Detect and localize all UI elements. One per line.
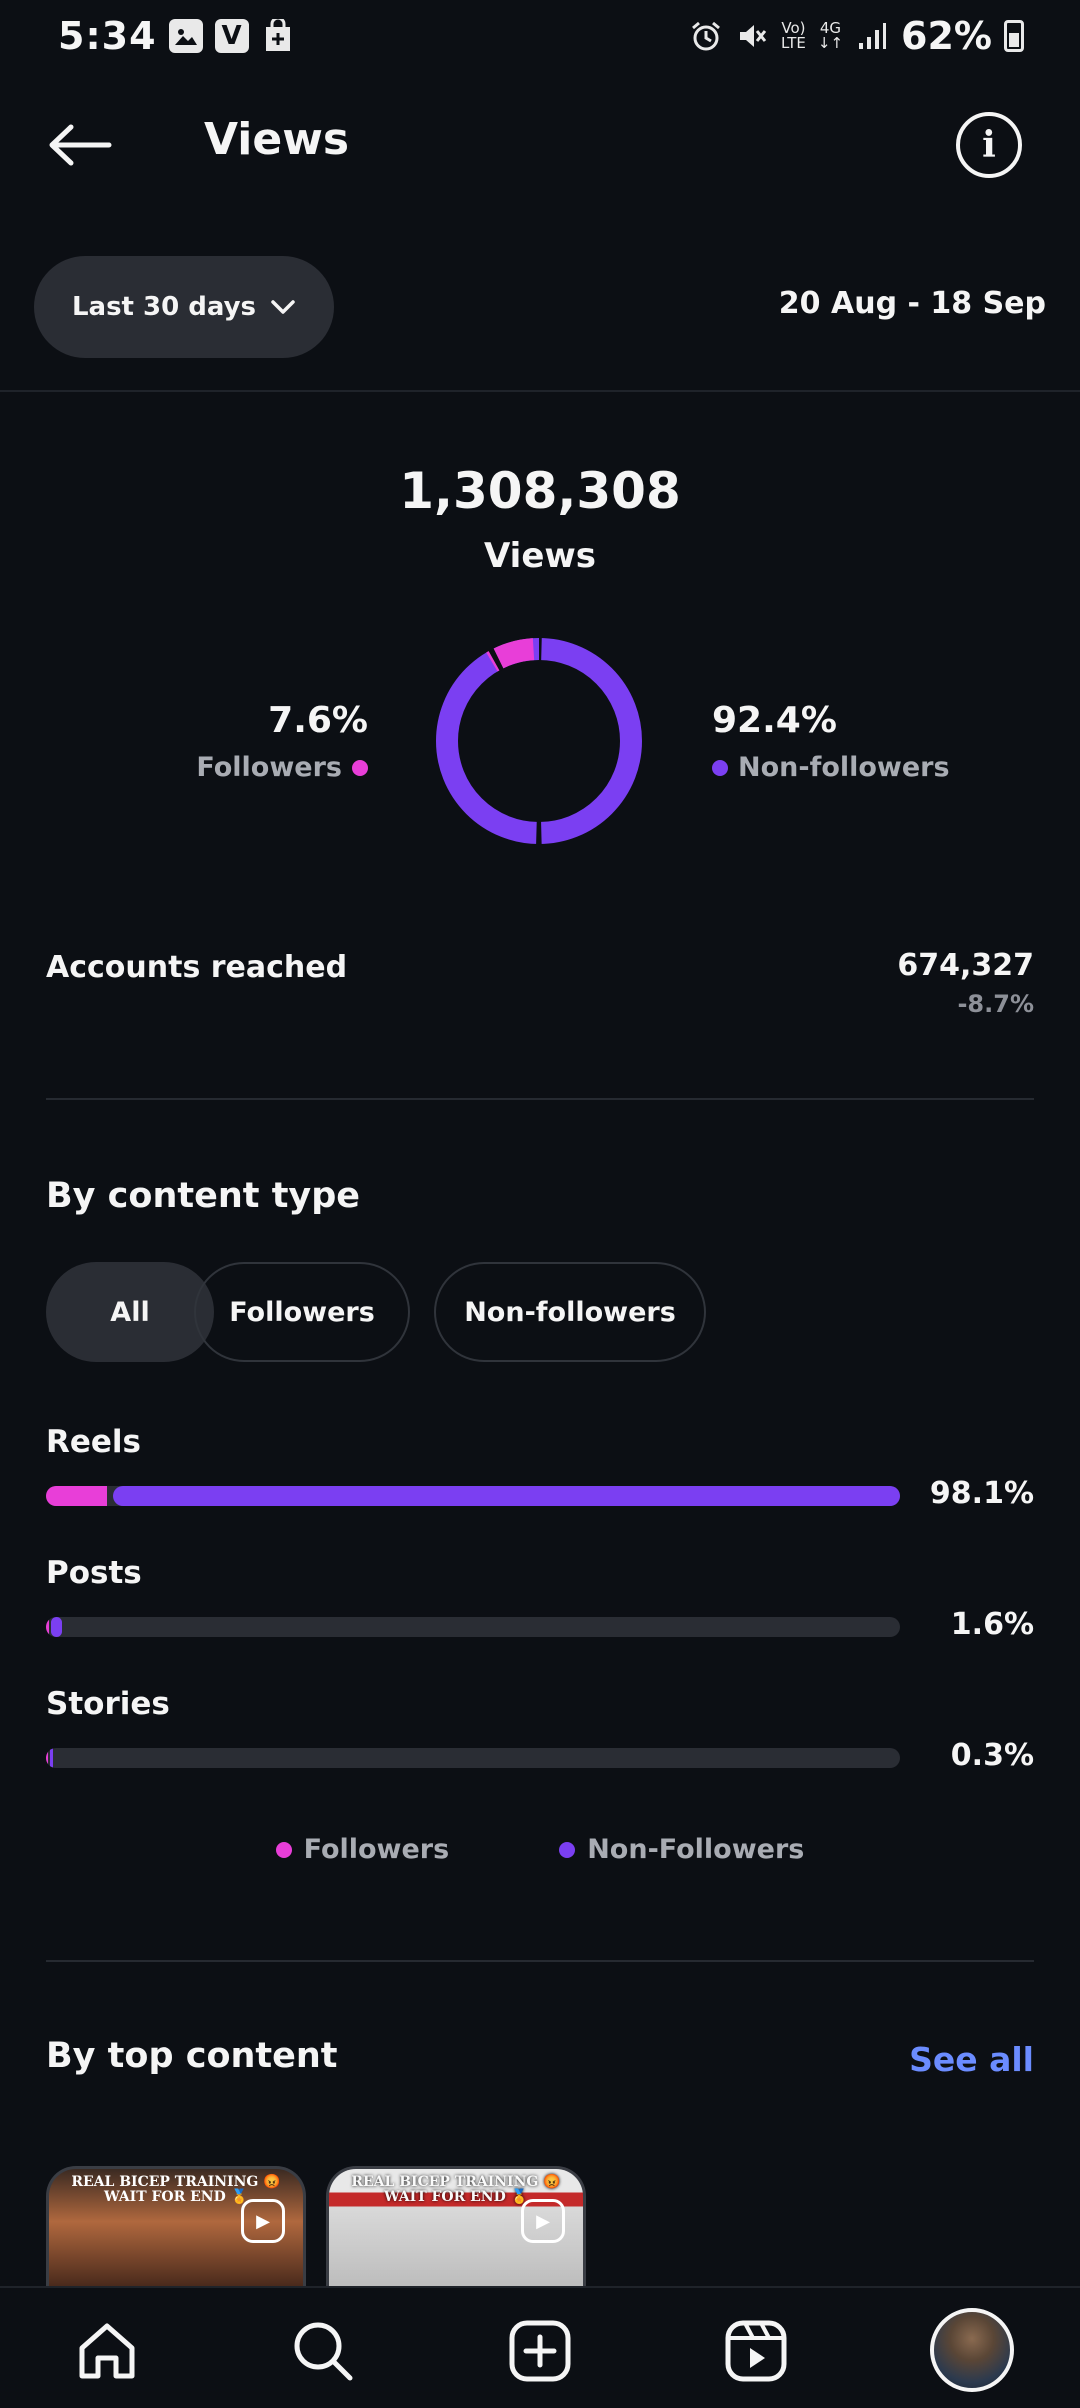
profile-avatar[interactable]	[930, 2308, 1014, 2392]
top-content-thumbnail[interactable]: REAL BICEP TRAINING 😡 WAIT FOR END 🏅 ▶	[326, 2166, 586, 2286]
reels-bar-followers	[46, 1486, 108, 1506]
mute-icon	[735, 19, 769, 53]
thumbnail-caption: REAL BICEP TRAINING 😡 WAIT FOR END 🏅	[71, 2174, 281, 2205]
date-range-dropdown-label: Last 30 days	[71, 292, 257, 322]
total-views-label: Views	[483, 536, 597, 576]
views-donut-chart	[435, 637, 643, 845]
nav-reels[interactable]	[721, 2316, 791, 2386]
chip-followers[interactable]: Followers	[194, 1262, 410, 1362]
bottom-navigation	[0, 2286, 1080, 2408]
battery-percent: 62%	[901, 14, 992, 58]
non-followers-percent: 92.4%	[712, 700, 837, 741]
posts-bar-followers	[46, 1617, 49, 1637]
reel-icon: ▶	[521, 2199, 565, 2243]
search-icon	[294, 2322, 353, 2381]
nav-home[interactable]	[72, 2316, 142, 2386]
volte-indicator: Vo) LTE	[780, 19, 806, 52]
content-type-label-reels: Reels	[46, 1424, 141, 1460]
accounts-reached-label: Accounts reached	[46, 950, 348, 985]
create-icon	[509, 2320, 571, 2382]
network-type-indicator: 4G ↓↑	[817, 19, 844, 52]
top-content-title: By top content	[46, 2036, 338, 2076]
legend-non-followers: Non-Followers	[559, 1834, 804, 1865]
donut-gap	[435, 637, 643, 845]
stories-bar-followers	[46, 1748, 48, 1768]
status-bar: 5:34 V Vo) LTE 4G ↓↑ 62%	[0, 0, 1080, 72]
arrow-left-icon	[49, 124, 112, 166]
posts-bar	[46, 1617, 900, 1637]
accounts-reached-change: -8.7%	[957, 990, 1034, 1018]
signal-icon	[855, 19, 889, 53]
reels-bar-non-followers	[113, 1486, 900, 1506]
stories-percent: 0.3%	[950, 1738, 1034, 1773]
non-followers-dot-icon	[712, 759, 728, 776]
battery-icon	[1004, 20, 1024, 52]
chevron-down-icon	[271, 300, 295, 314]
non-followers-label: Non-followers	[712, 752, 950, 783]
followers-label: Followers	[196, 752, 368, 783]
followers-percent: 7.6%	[268, 700, 368, 741]
chip-all[interactable]: All	[46, 1262, 214, 1362]
reels-icon	[725, 2320, 787, 2382]
date-range-text: 20 Aug - 18 Sep	[778, 286, 1046, 321]
reels-percent: 98.1%	[929, 1476, 1034, 1511]
date-range-dropdown[interactable]: Last 30 days	[34, 256, 334, 358]
content-type-label-posts: Posts	[46, 1555, 142, 1591]
chip-non-followers[interactable]: Non-followers	[434, 1262, 706, 1362]
thumbnail-caption: REAL BICEP TRAINING 😡 WAIT FOR END 🏅	[351, 2174, 561, 2205]
posts-bar-non-followers	[50, 1617, 62, 1637]
v-app-icon: V	[214, 19, 249, 53]
content-type-legend: Followers Non-Followers	[0, 1834, 1080, 1865]
reel-icon: ▶	[241, 2199, 285, 2243]
followers-dot-icon	[352, 759, 368, 776]
top-content-thumbnail[interactable]: REAL BICEP TRAINING 😡 WAIT FOR END 🏅 ▶	[46, 2166, 306, 2286]
see-all-link[interactable]: See all	[909, 2040, 1034, 2079]
legend-followers: Followers	[275, 1834, 449, 1865]
shopping-bag-icon	[261, 19, 295, 53]
followers-dot-icon	[275, 1841, 292, 1858]
non-followers-dot-icon	[559, 1841, 576, 1858]
reels-bar	[46, 1486, 900, 1506]
info-icon: i	[982, 124, 996, 166]
gallery-icon	[168, 19, 203, 53]
accounts-reached-value: 674,327	[897, 948, 1034, 983]
alarm-icon	[689, 19, 723, 53]
page-title: Views	[204, 114, 350, 165]
back-button[interactable]	[40, 115, 120, 175]
total-views-value: 1,308,308	[399, 462, 681, 520]
stories-bar-non-followers	[49, 1748, 53, 1768]
divider	[46, 1098, 1034, 1100]
nav-create[interactable]	[505, 2316, 575, 2386]
content-type-label-stories: Stories	[46, 1686, 170, 1722]
status-time: 5:34	[58, 14, 157, 58]
home-icon	[79, 2323, 135, 2379]
divider	[46, 1960, 1034, 1962]
nav-search[interactable]	[288, 2316, 358, 2386]
info-button[interactable]: i	[956, 112, 1022, 178]
stories-bar	[46, 1748, 900, 1768]
content-type-title: By content type	[46, 1176, 361, 1216]
app-header: Views i	[0, 90, 1080, 200]
posts-percent: 1.6%	[950, 1607, 1034, 1642]
divider	[0, 390, 1080, 392]
donut-track	[436, 638, 642, 844]
